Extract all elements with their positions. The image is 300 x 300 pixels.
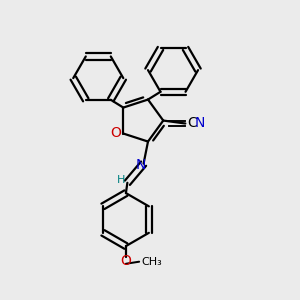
Text: C: C <box>188 116 197 130</box>
Text: CH₃: CH₃ <box>141 257 162 267</box>
Text: N: N <box>135 158 146 172</box>
Text: N: N <box>195 116 206 130</box>
Text: O: O <box>121 254 131 268</box>
Text: O: O <box>110 126 122 140</box>
Text: H: H <box>117 176 125 185</box>
